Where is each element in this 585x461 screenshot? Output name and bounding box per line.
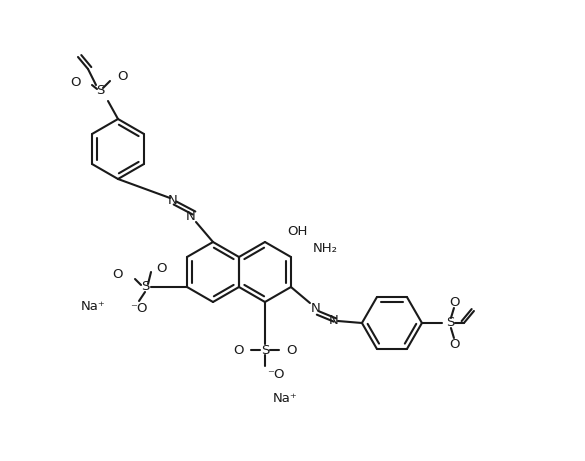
Text: O: O: [233, 343, 244, 356]
Text: S: S: [96, 84, 104, 97]
Text: S: S: [446, 317, 454, 330]
Text: N: N: [168, 195, 178, 207]
Text: NH₂: NH₂: [313, 242, 338, 255]
Text: OH: OH: [287, 225, 307, 238]
Text: O: O: [156, 262, 167, 276]
Text: O: O: [117, 71, 128, 83]
Text: O: O: [450, 296, 460, 308]
Text: N: N: [329, 314, 339, 327]
Text: S: S: [141, 280, 149, 294]
Text: O: O: [71, 77, 81, 89]
Text: ⁻O: ⁻O: [130, 302, 148, 315]
Text: S: S: [261, 343, 269, 356]
Text: O: O: [112, 268, 123, 282]
Text: O: O: [286, 343, 297, 356]
Text: N: N: [311, 302, 321, 315]
Text: Na⁺: Na⁺: [273, 391, 297, 404]
Text: Na⁺: Na⁺: [81, 301, 105, 313]
Text: O: O: [450, 337, 460, 350]
Text: N: N: [186, 211, 196, 224]
Text: ⁻O: ⁻O: [267, 367, 284, 380]
